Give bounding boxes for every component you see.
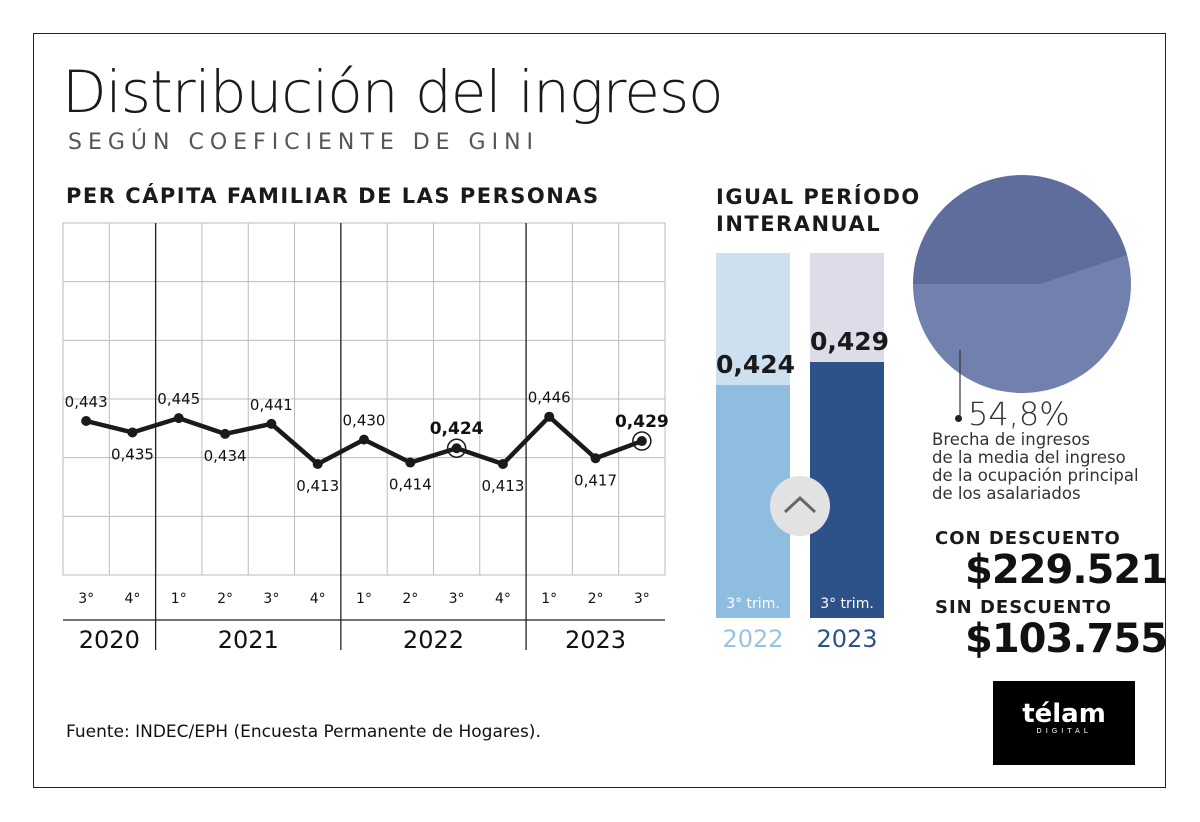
bar-value-2023: 0,429: [810, 326, 890, 356]
data-label: 0,424: [430, 419, 484, 439]
bar-title-line1: IGUAL PERÍODO: [716, 185, 921, 209]
x-tick-label: 3°: [263, 591, 279, 607]
data-point: [81, 416, 92, 426]
data-point: [497, 458, 508, 469]
x-tick-label: 2°: [217, 591, 233, 607]
data-label: 0,430: [343, 412, 386, 430]
year-label: 2021: [218, 626, 279, 654]
data-label: 0,446: [528, 389, 571, 407]
pie-description: Brecha de ingresos de la media del ingre…: [932, 431, 1162, 503]
pie-percentage: 54,8%: [968, 395, 1070, 433]
data-label: 0,441: [250, 396, 293, 414]
data-label: 0,435: [111, 445, 154, 463]
logo-text: télam: [1022, 699, 1106, 729]
highlight-ring: [446, 438, 467, 458]
data-label: 0,443: [65, 393, 108, 411]
data-point: [127, 427, 138, 438]
desc-line: de los asalariados: [932, 484, 1081, 503]
data-point: [451, 443, 462, 454]
bar-title-line2: INTERANUAL: [716, 212, 882, 236]
x-tick-label: 3°: [634, 591, 650, 607]
x-tick-label: 1°: [356, 591, 372, 607]
data-label: 0,413: [296, 477, 339, 495]
desc-line: de la ocupación principal: [932, 466, 1139, 485]
sin-descuento-label: SIN DESCUENTO: [935, 597, 1112, 618]
data-label: 0,434: [204, 447, 247, 465]
line-chart: 2020 2021 2022 2023 3° 4° 1° 2° 3° 4° 1° 2° 3° 4° 1° 2°…: [62, 222, 669, 654]
chevron-up-icon: [770, 476, 830, 536]
pie-pointer-dot: [955, 415, 962, 422]
data-point: [359, 434, 369, 445]
x-tick-label: 2°: [402, 591, 418, 607]
year-label: 2020: [79, 626, 140, 654]
data-point: [405, 457, 416, 468]
bar-value-2022: 0,424: [716, 350, 796, 379]
pie-chart: [913, 175, 1131, 418]
desc-line: de la media del ingreso: [932, 448, 1126, 467]
bar-sublabel-2022: 3° trim.: [726, 596, 780, 612]
data-point: [590, 453, 601, 464]
pie-slice-highlight: [913, 175, 1127, 284]
x-tick-label: 4°: [310, 591, 326, 607]
data-point: [173, 413, 184, 424]
con-descuento-label: CON DESCUENTO: [935, 528, 1121, 549]
x-tick-label: 2°: [588, 591, 604, 607]
data-point: [544, 411, 555, 422]
data-label: 0,413: [481, 477, 524, 495]
logo-subtext: DIGITAL: [1036, 727, 1092, 735]
line-chart-title: PER CÁPITA FAMILIAR DE LAS PERSONAS: [66, 184, 600, 208]
bar-year-2023: 2023: [816, 625, 878, 653]
x-tick-label: 1°: [171, 591, 187, 607]
page-title: Distribución del ingreso: [62, 58, 724, 126]
source-note: Fuente: INDEC/EPH (Encuesta Permanente d…: [66, 722, 541, 742]
data-point: [266, 418, 277, 429]
data-point: [220, 428, 231, 439]
x-tick-label: 4°: [125, 591, 141, 607]
x-tick-label: 3°: [78, 591, 94, 607]
bar-chart-title: IGUAL PERÍODO INTERANUAL: [716, 184, 921, 238]
highlight-ring: [632, 431, 652, 451]
year-label: 2023: [565, 626, 626, 654]
data-label: 0,445: [157, 390, 200, 408]
con-descuento-value: $229.521: [965, 547, 1168, 593]
bar-year-2022: 2022: [722, 625, 784, 653]
sin-descuento-value: $103.755: [965, 616, 1168, 662]
x-tick-label: 3°: [449, 591, 465, 607]
telam-logo: télam DIGITAL: [993, 681, 1135, 765]
frame: [33, 33, 1166, 788]
bar-sublabel-2023: 3° trim.: [820, 596, 874, 612]
year-label: 2022: [403, 626, 464, 654]
x-tick-label: 1°: [541, 591, 557, 607]
data-point: [636, 436, 647, 447]
data-label: 0,417: [574, 471, 617, 489]
data-label: 0,414: [389, 476, 432, 494]
x-tick-label: 4°: [495, 591, 511, 607]
data-label: 0,429: [615, 412, 669, 432]
page-subtitle: SEGÚN COEFICIENTE DE GINI: [68, 130, 540, 155]
data-point: [312, 458, 323, 469]
desc-line: Brecha de ingresos: [932, 430, 1091, 449]
